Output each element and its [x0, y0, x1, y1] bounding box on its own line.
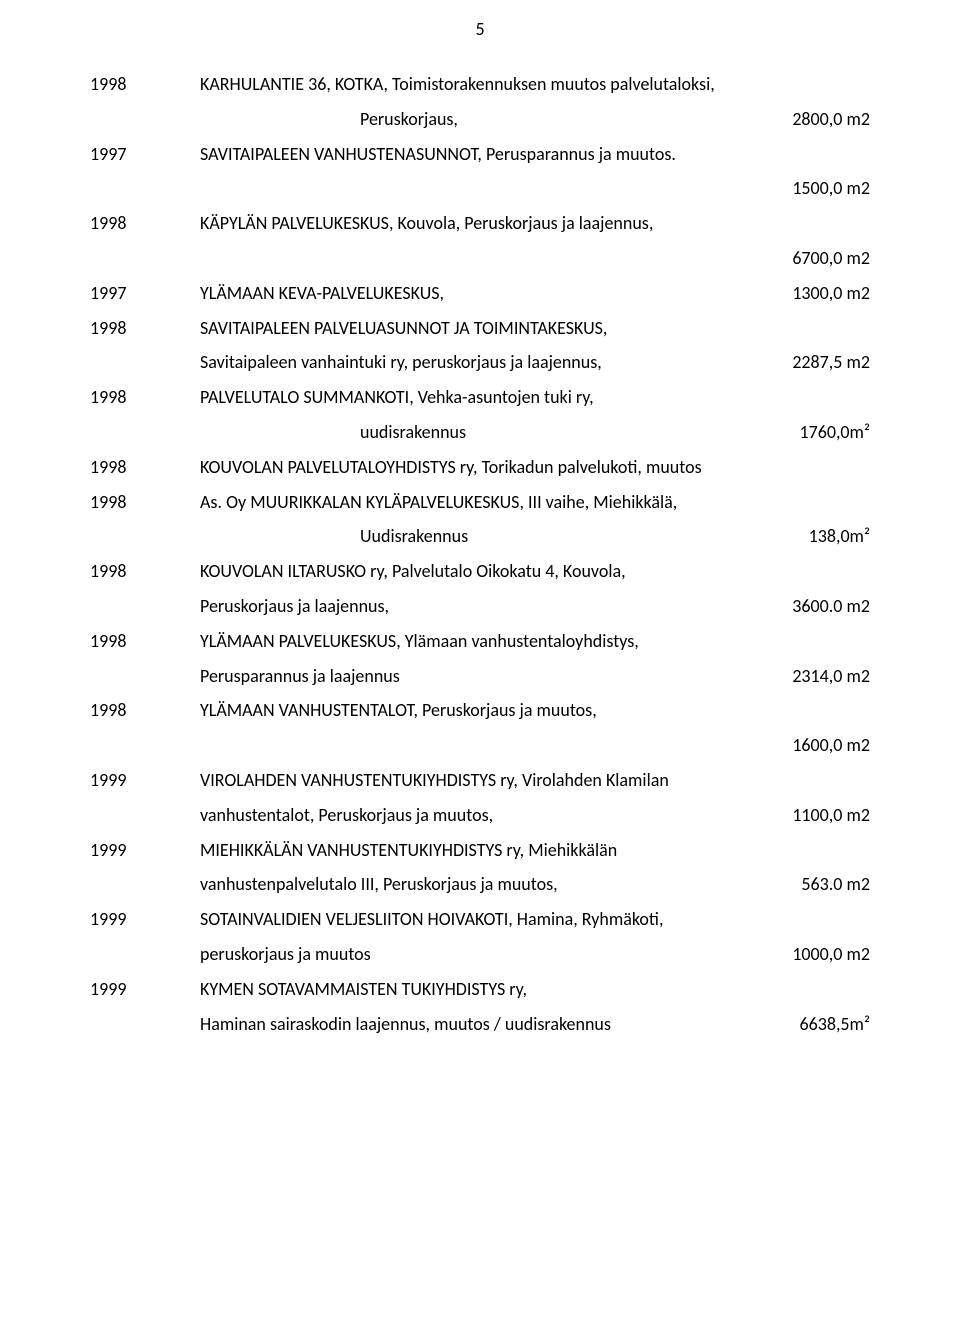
entry-year: 1998 [90, 696, 200, 725]
entry-year: 1999 [90, 975, 200, 1004]
entry-value: 1600,0 m2 [750, 731, 870, 760]
entry-row: 6700,0 m2 [90, 244, 870, 273]
entry-desc: SOTAINVALIDIEN VELJESLIITON HOIVAKOTI, H… [200, 905, 750, 934]
entry-desc: PALVELUTALO SUMMANKOTI, Vehka-asuntojen … [200, 383, 750, 412]
entry-row: Peruskorjaus ja laajennus,3600.0 m2 [90, 592, 870, 621]
entry-year: 1997 [90, 279, 200, 308]
entry-year: 1998 [90, 314, 200, 343]
entry-year: 1998 [90, 453, 200, 482]
entry-value: 2287,5 m2 [750, 348, 870, 377]
entry-desc: Perusparannus ja laajennus [200, 662, 750, 691]
entry-row: 1997YLÄMAAN KEVA-PALVELUKESKUS,1300,0 m2 [90, 279, 870, 308]
entry-row: 1500,0 m2 [90, 174, 870, 203]
page: 5 1998KARHULANTIE 36, KOTKA, Toimistorak… [0, 0, 960, 1321]
entry-value: 1000,0 m2 [750, 940, 870, 969]
entry-row: 1999KYMEN SOTAVAMMAISTEN TUKIYHDISTYS ry… [90, 975, 870, 1004]
entry-value: 3600.0 m2 [750, 592, 870, 621]
entry-row: vanhustenpalvelutalo III, Peruskorjaus j… [90, 870, 870, 899]
entry-row: 1998SAVITAIPALEEN PALVELUASUNNOT JA TOIM… [90, 314, 870, 343]
entry-desc: As. Oy MUURIKKALAN KYLÄPALVELUKESKUS, II… [200, 488, 750, 517]
entry-row: 1998KOUVOLAN PALVELUTALOYHDISTYS ry, Tor… [90, 453, 870, 482]
entry-desc: YLÄMAAN VANHUSTENTALOT, Peruskorjaus ja … [200, 696, 750, 725]
entry-row: 1998YLÄMAAN VANHUSTENTALOT, Peruskorjaus… [90, 696, 870, 725]
entry-desc: SAVITAIPALEEN PALVELUASUNNOT JA TOIMINTA… [200, 314, 750, 343]
entry-value: 6700,0 m2 [750, 244, 870, 273]
entry-value: 1500,0 m2 [750, 174, 870, 203]
entry-desc: uudisrakennus [200, 418, 750, 447]
entry-row: 1998KÄPYLÄN PALVELUKESKUS, Kouvola, Peru… [90, 209, 870, 238]
entry-row: vanhustentalot, Peruskorjaus ja muutos,1… [90, 801, 870, 830]
entry-row: 1999VIROLAHDEN VANHUSTENTUKIYHDISTYS ry,… [90, 766, 870, 795]
entry-desc: KÄPYLÄN PALVELUKESKUS, Kouvola, Peruskor… [200, 209, 750, 238]
entry-desc: KOUVOLAN ILTARUSKO ry, Palvelutalo Oikok… [200, 557, 750, 586]
entry-desc: KOUVOLAN PALVELUTALOYHDISTYS ry, Torikad… [200, 453, 750, 482]
entry-desc: Peruskorjaus, [200, 105, 750, 134]
entry-desc: MIEHIKKÄLÄN VANHUSTENTUKIYHDISTYS ry, Mi… [200, 836, 750, 865]
entry-desc: vanhustenpalvelutalo III, Peruskorjaus j… [200, 870, 750, 899]
entry-year: 1998 [90, 627, 200, 656]
entry-desc: Peruskorjaus ja laajennus, [200, 592, 750, 621]
entry-year: 1998 [90, 488, 200, 517]
entry-value: 1760,0m² [750, 418, 870, 447]
entry-row: Uudisrakennus138,0m² [90, 522, 870, 551]
entry-value: 1100,0 m2 [750, 801, 870, 830]
entries-list: 1998KARHULANTIE 36, KOTKA, Toimistoraken… [90, 0, 870, 1038]
entry-desc: KARHULANTIE 36, KOTKA, Toimistorakennuks… [200, 70, 750, 99]
entry-year: 1999 [90, 766, 200, 795]
entry-row: Savitaipaleen vanhaintuki ry, peruskorja… [90, 348, 870, 377]
entry-year: 1998 [90, 209, 200, 238]
entry-row: Haminan sairaskodin laajennus, muutos / … [90, 1010, 870, 1039]
entry-row: Peruskorjaus,2800,0 m2 [90, 105, 870, 134]
entry-row: 1997SAVITAIPALEEN VANHUSTENASUNNOT, Peru… [90, 140, 870, 169]
entry-desc: VIROLAHDEN VANHUSTENTUKIYHDISTYS ry, Vir… [200, 766, 750, 795]
entry-year: 1998 [90, 383, 200, 412]
entry-value: 6638,5m² [750, 1010, 870, 1039]
entry-row: 1998PALVELUTALO SUMMANKOTI, Vehka-asunto… [90, 383, 870, 412]
entry-value: 2800,0 m2 [750, 105, 870, 134]
entry-desc: Uudisrakennus [200, 522, 750, 551]
entry-year: 1998 [90, 557, 200, 586]
entry-desc: KYMEN SOTAVAMMAISTEN TUKIYHDISTYS ry, [200, 975, 750, 1004]
entry-row: 1600,0 m2 [90, 731, 870, 760]
entry-row: Perusparannus ja laajennus2314,0 m2 [90, 662, 870, 691]
entry-row: 1998YLÄMAAN PALVELUKESKUS, Ylämaan vanhu… [90, 627, 870, 656]
entry-year: 1997 [90, 140, 200, 169]
entry-row: 1998KOUVOLAN ILTARUSKO ry, Palvelutalo O… [90, 557, 870, 586]
entry-row: uudisrakennus1760,0m² [90, 418, 870, 447]
entry-row: 1998As. Oy MUURIKKALAN KYLÄPALVELUKESKUS… [90, 488, 870, 517]
entry-desc: YLÄMAAN KEVA-PALVELUKESKUS, [200, 279, 750, 308]
entry-year: 1999 [90, 836, 200, 865]
entry-value: 563.0 m2 [750, 870, 870, 899]
entry-row: 1998KARHULANTIE 36, KOTKA, Toimistoraken… [90, 70, 870, 99]
entry-value: 1300,0 m2 [750, 279, 870, 308]
entry-desc: YLÄMAAN PALVELUKESKUS, Ylämaan vanhusten… [200, 627, 750, 656]
entry-desc: Savitaipaleen vanhaintuki ry, peruskorja… [200, 348, 750, 377]
entry-row: peruskorjaus ja muutos1000,0 m2 [90, 940, 870, 969]
entry-row: 1999SOTAINVALIDIEN VELJESLIITON HOIVAKOT… [90, 905, 870, 934]
page-number: 5 [0, 18, 960, 40]
entry-value: 138,0m² [750, 522, 870, 551]
entry-desc: Haminan sairaskodin laajennus, muutos / … [200, 1010, 750, 1039]
entry-desc: vanhustentalot, Peruskorjaus ja muutos, [200, 801, 750, 830]
entry-desc: peruskorjaus ja muutos [200, 940, 750, 969]
entry-year: 1998 [90, 70, 200, 99]
entry-row: 1999MIEHIKKÄLÄN VANHUSTENTUKIYHDISTYS ry… [90, 836, 870, 865]
entry-year: 1999 [90, 905, 200, 934]
entry-desc: SAVITAIPALEEN VANHUSTENASUNNOT, Peruspar… [200, 140, 750, 169]
entry-value: 2314,0 m2 [750, 662, 870, 691]
